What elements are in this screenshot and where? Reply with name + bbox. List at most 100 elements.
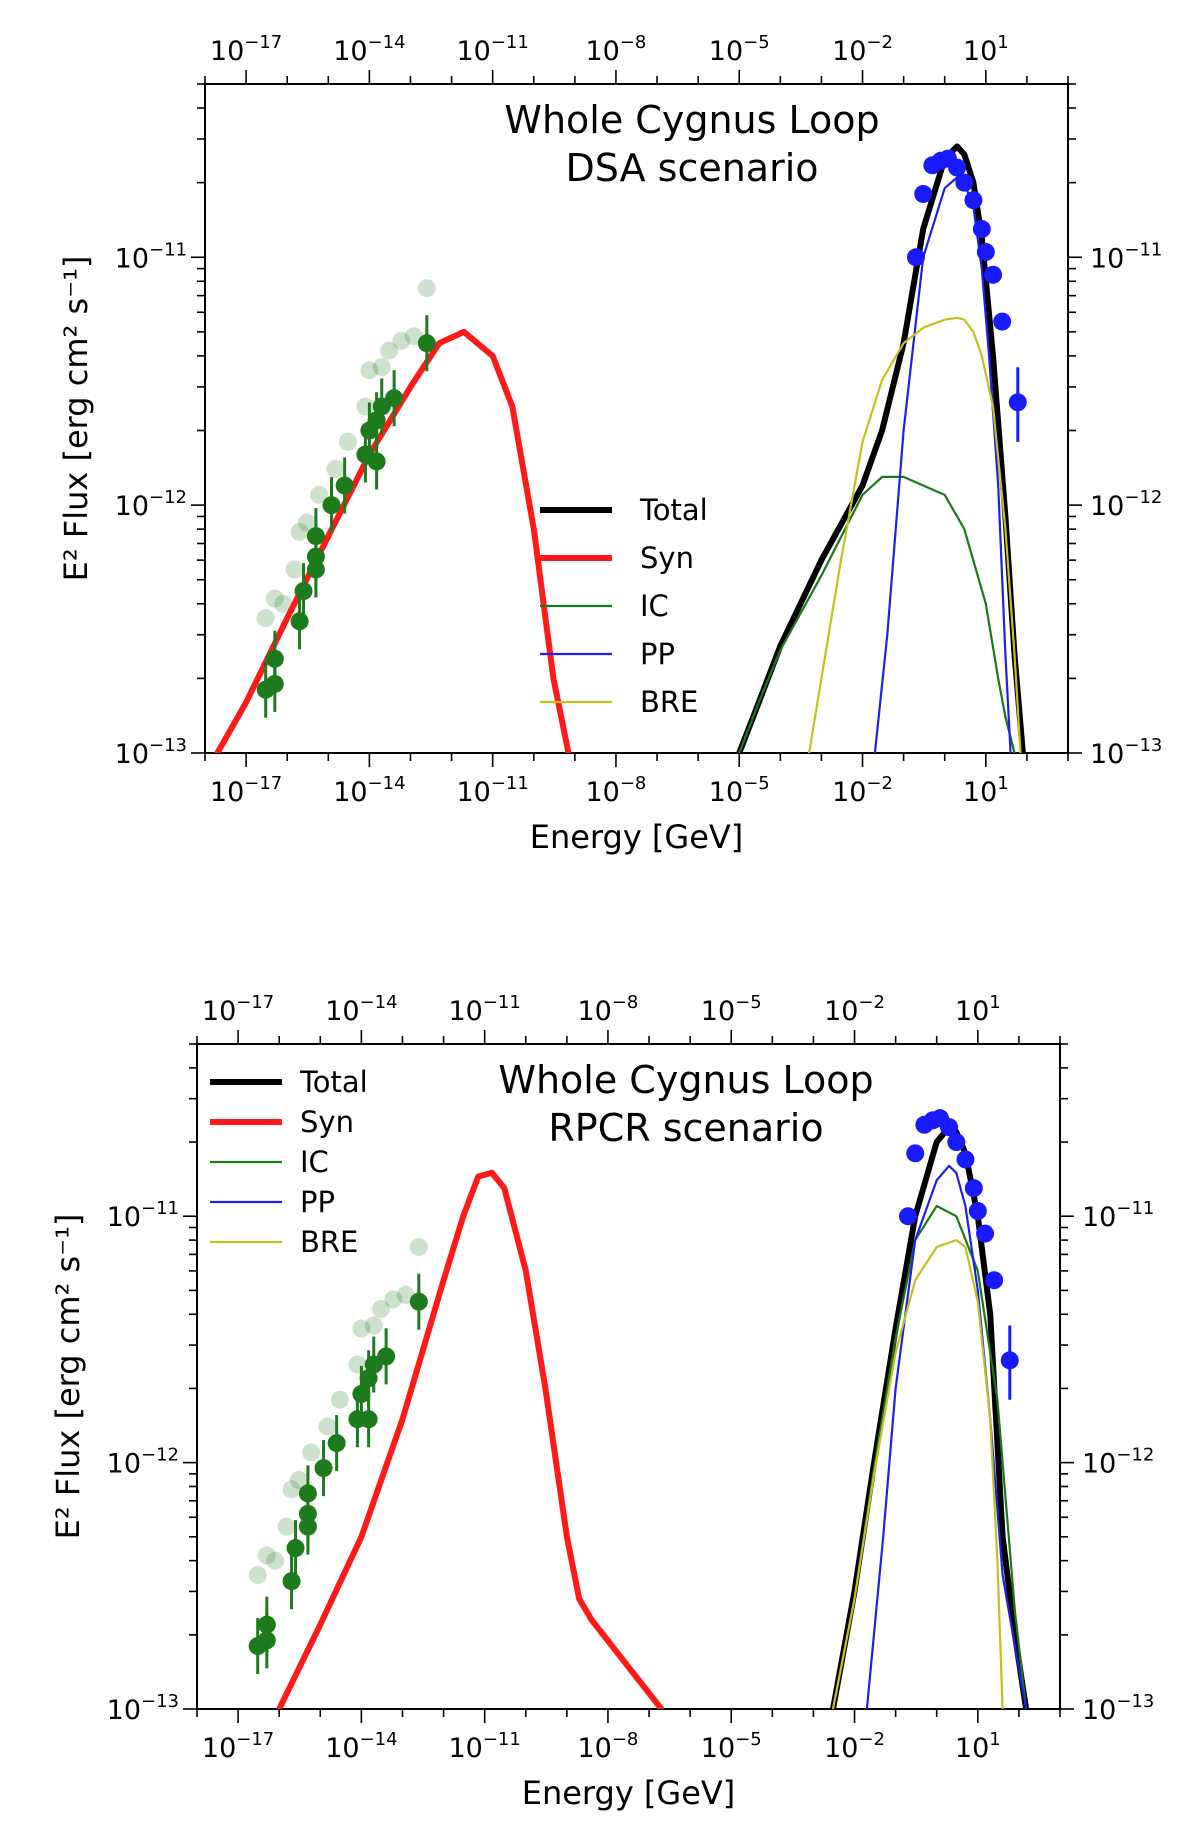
gamma-point [956,1150,975,1169]
y-tick-exponent: −13 [1124,735,1162,756]
x-tick-base: 10 [325,996,359,1027]
y-axis-title: E² Flux [erg cm² s⁻¹] [49,1214,87,1540]
chart-title: Whole Cygnus Loop [504,98,879,142]
x-tick-label-top: 10−17 [202,992,274,1027]
radio-point [377,1347,396,1366]
x-tick-label: 10−2 [832,773,893,808]
gamma-point [985,1271,1004,1290]
x-tick-exponent: 1 [997,32,1008,53]
x-tick-label-top: 10−14 [325,992,397,1027]
y-tick-exponent: −13 [141,1691,179,1712]
x-tick-exponent: −5 [735,1729,762,1750]
x-tick-base: 10 [955,996,989,1027]
x-tick-label-top: 101 [955,992,1001,1027]
y-tick-exponent: −13 [1116,1691,1154,1712]
plot-frame [204,83,1069,754]
x-tick-exponent: −2 [866,773,893,794]
gamma-point [1000,1351,1019,1370]
x-tick-base: 10 [585,777,619,808]
gamma-point [976,243,995,262]
radio-faint-point [266,1551,285,1570]
y-tick-exponent: −11 [1116,1198,1154,1219]
x-axis: 10−1710−1710−1410−1410−1110−1110−810−810… [196,992,1061,1764]
radio-faint-point [318,1417,337,1436]
radio-faint-point [282,1480,301,1499]
x-tick-exponent: −11 [483,1729,521,1750]
chart-panel-2: 10−1710−1710−1410−1410−1110−1110−810−810… [49,992,1154,1812]
x-tick-exponent: −8 [612,992,639,1013]
x-axis-title: Energy [GeV] [522,1774,736,1812]
x-tick-label-top: 10−2 [824,992,885,1027]
y-tick-base: 10 [1090,491,1124,522]
y-tick-exponent: −11 [149,239,187,260]
legend-label-pp: PP [300,1185,335,1219]
radio-point [327,1434,346,1453]
x-tick-exponent: −11 [491,32,529,53]
x-tick-exponent: −14 [368,32,406,53]
radio-faint-point [338,432,357,451]
y-tick-label-right: 10−13 [1090,735,1162,770]
radio-faint-point [352,1319,371,1338]
gamma-point [964,191,983,210]
x-tick-exponent: −17 [236,992,274,1013]
plot-area [214,143,1027,753]
radio-point [335,476,354,495]
radio-point [294,582,313,601]
radio-faint-point [310,485,329,504]
series-total-line [830,1124,1030,1709]
x-tick-label: 10−8 [585,773,646,808]
x-tick-label: 101 [963,773,1009,808]
x-tick-base: 10 [202,996,236,1027]
x-tick-label-top: 10−11 [456,32,528,67]
x-tick-base: 10 [448,996,482,1027]
radio-point [286,1539,305,1558]
x-tick-exponent: 1 [989,1729,1000,1750]
radio-point [282,1572,301,1591]
x-tick-base: 10 [832,777,866,808]
radio-faint-point [371,1300,390,1319]
y-tick-base: 10 [107,1202,141,1233]
y-tick-base: 10 [115,739,149,770]
y-tick-label: 10−11 [107,1198,179,1233]
radio-point [257,1615,276,1634]
radio-faint-point [274,594,293,613]
x-tick-base: 10 [333,777,367,808]
x-tick-exponent: −11 [491,773,529,794]
legend: Total Syn IC PP BRE [210,1065,368,1259]
x-tick-label-top: 10−5 [701,992,762,1027]
series-bre-line [831,1239,1004,1709]
legend-label-total: Total [639,493,708,527]
radio-faint-point [248,1565,267,1584]
radio-faint-point [379,341,398,360]
legend-label-ic: IC [300,1145,329,1179]
radio-point [359,1410,378,1429]
y-tick-base: 10 [1082,1202,1116,1233]
radio-faint-point [297,513,316,532]
x-tick-label: 10−11 [448,1729,520,1764]
x-tick-label-top: 10−17 [210,32,282,67]
x-tick-exponent: −5 [735,992,762,1013]
radio-faint-point [364,1316,383,1335]
x-tick-exponent: −5 [743,773,770,794]
radio-faint-point [290,522,309,541]
radio-point [265,649,284,668]
plot-frame [196,1043,1061,1710]
x-tick-label: 10−2 [824,1729,885,1764]
y-tick-base: 10 [107,1695,141,1726]
radio-faint-point [409,1238,428,1257]
x-tick-label: 10−17 [210,773,282,808]
y-tick-label-right: 10−12 [1082,1445,1154,1480]
y-tick-exponent: −11 [1124,239,1162,260]
legend-label-pp: PP [640,637,675,671]
x-tick-base: 10 [456,36,490,67]
x-tick-exponent: −14 [368,773,406,794]
y-tick-exponent: −12 [149,487,187,508]
x-tick-exponent: −14 [360,992,398,1013]
legend-label-ic: IC [640,589,669,623]
x-tick-exponent: −17 [244,32,282,53]
x-tick-exponent: −2 [858,1729,885,1750]
gamma-point [914,184,933,203]
radio-point [322,496,341,515]
